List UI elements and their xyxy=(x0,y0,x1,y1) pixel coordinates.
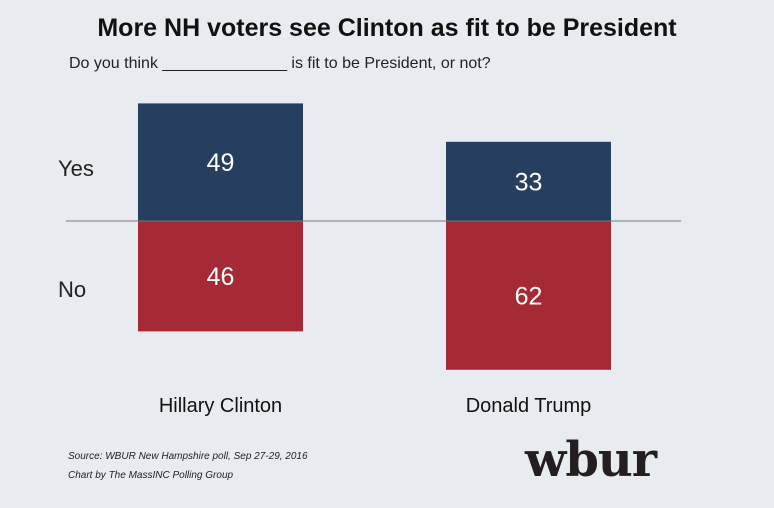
data-label-yes-1: 33 xyxy=(515,168,543,196)
wbur-logo: wbur xyxy=(525,432,657,488)
data-label-no-1: 62 xyxy=(515,282,543,310)
row-label-yes: Yes xyxy=(58,156,94,181)
row-label-no: No xyxy=(58,277,86,302)
source-note: Source: WBUR New Hampshire poll, Sep 27-… xyxy=(68,447,308,485)
chart-subtitle: Do you think ______________ is fit to be… xyxy=(69,55,491,72)
category-label-0: Hillary Clinton xyxy=(159,395,282,417)
data-label-no-0: 46 xyxy=(207,263,235,291)
credit-line: Chart by The MassINC Polling Group xyxy=(68,470,234,481)
bars-group: 49 46 33 62 xyxy=(138,103,611,370)
bar-yes-0 xyxy=(138,103,303,221)
source-line: Source: WBUR New Hampshire poll, Sep 27-… xyxy=(68,451,308,462)
bar-yes-1 xyxy=(446,141,611,221)
category-label-1: Donald Trump xyxy=(466,395,592,417)
chart-title: More NH voters see Clinton as fit to be … xyxy=(97,14,677,42)
bar-no-1 xyxy=(446,221,611,370)
data-label-yes-0: 49 xyxy=(207,149,235,177)
bar-no-0 xyxy=(138,221,303,332)
category-labels: Hillary Clinton Donald Trump xyxy=(159,395,592,417)
